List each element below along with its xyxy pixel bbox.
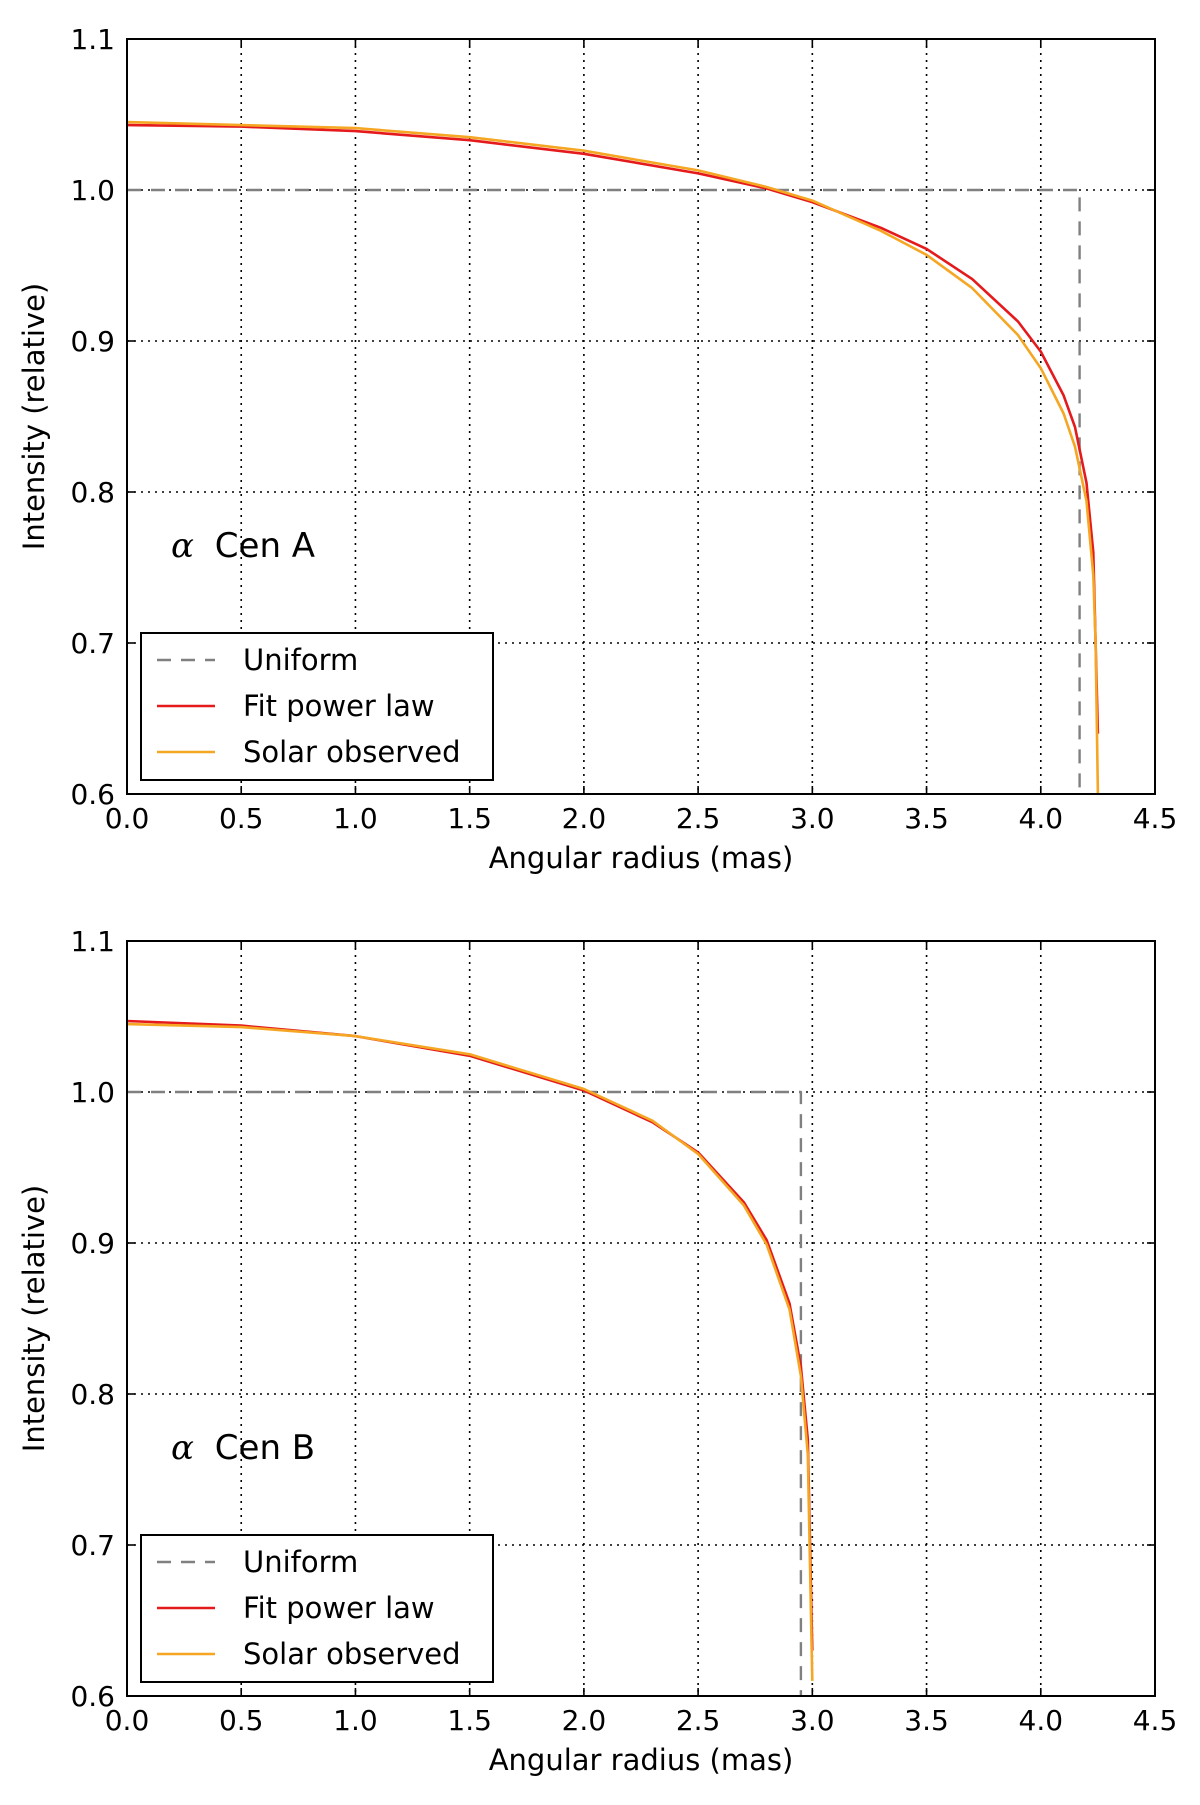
y-tick-label: 0.6 xyxy=(70,1680,115,1713)
y-tick-label: 0.8 xyxy=(70,1378,115,1411)
x-tick-label: 3.0 xyxy=(790,1704,835,1737)
star-annotation: α Cen B xyxy=(171,1428,315,1468)
x-tick-label: 4.0 xyxy=(1019,1704,1064,1737)
x-tick-label: 2.0 xyxy=(562,1704,607,1737)
series-line-uniform xyxy=(127,188,1081,794)
legend-label-fit-power-law: Fit power law xyxy=(243,689,435,723)
axes-frame xyxy=(126,38,1156,795)
y-tick-labels: 0.6 0.7 0.8 0.9 1.0 1.1 xyxy=(70,925,115,1713)
series-line-fit-power-law xyxy=(126,123,1100,734)
series-line-solar-observed xyxy=(126,120,1100,795)
y-tick-label: 1.0 xyxy=(70,1076,115,1109)
x-tick-label: 0.5 xyxy=(219,1704,264,1737)
x-tick-label: 4.0 xyxy=(1019,802,1064,835)
legend: Uniform Fit power law Solar observed xyxy=(140,632,494,781)
y-axis-label: Intensity (relative) xyxy=(17,1185,51,1452)
panel-a: 0.0 0.5 1.0 1.5 2.0 2.5 3.0 3.5 4.0 4.5 0.6 0.7 0.8… xyxy=(17,23,1177,875)
x-tick-label: 0.0 xyxy=(105,1704,150,1737)
x-tick-label: 3.5 xyxy=(904,802,949,835)
legend-label-solar-observed: Solar observed xyxy=(243,735,461,769)
star-name: Cen B xyxy=(215,1428,315,1468)
y-tick-label: 0.6 xyxy=(70,778,115,811)
x-tick-label: 4.5 xyxy=(1133,802,1178,835)
alpha-symbol: α xyxy=(171,526,194,566)
star-name: Cen A xyxy=(215,526,315,566)
x-tick-label: 4.5 xyxy=(1133,1704,1178,1737)
x-tick-label: 1.5 xyxy=(447,1704,492,1737)
x-tick-label: 2.5 xyxy=(676,1704,721,1737)
x-tick-labels: 0.0 0.5 1.0 1.5 2.0 2.5 3.0 3.5 4.0 4.5 xyxy=(105,802,1178,835)
legend: Uniform Fit power law Solar observed xyxy=(140,1534,494,1683)
legend-label-fit-power-law: Fit power law xyxy=(243,1591,435,1625)
x-axis-label: Angular radius (mas) xyxy=(489,841,794,875)
y-tick-label: 0.9 xyxy=(70,1227,115,1260)
y-tick-label: 1.1 xyxy=(70,23,115,56)
panel-b: 0.0 0.5 1.0 1.5 2.0 2.5 3.0 3.5 4.0 4.5 0.6 0.7 0.8… xyxy=(17,925,1177,1777)
y-tick-label: 1.1 xyxy=(70,925,115,958)
series-line-uniform xyxy=(127,1090,803,1696)
y-tick-label: 1.0 xyxy=(70,174,115,207)
series-line-solar-observed xyxy=(126,1022,814,1681)
y-tick-labels: 0.6 0.7 0.8 0.9 1.0 1.1 xyxy=(70,23,115,811)
y-tick-label: 0.8 xyxy=(70,476,115,509)
x-tick-label: 3.5 xyxy=(904,1704,949,1737)
x-tick-label: 3.0 xyxy=(790,802,835,835)
x-tick-labels: 0.0 0.5 1.0 1.5 2.0 2.5 3.0 3.5 4.0 4.5 xyxy=(105,1704,1178,1737)
x-tick-label: 1.0 xyxy=(333,1704,378,1737)
axes-frame xyxy=(126,940,1156,1697)
legend-label-uniform: Uniform xyxy=(243,643,358,677)
x-tick-label: 2.5 xyxy=(676,802,721,835)
legend-label-uniform: Uniform xyxy=(243,1545,358,1579)
y-tick-label: 0.7 xyxy=(70,627,115,660)
x-axis-label: Angular radius (mas) xyxy=(489,1743,794,1777)
y-axis-label: Intensity (relative) xyxy=(17,283,51,550)
x-tick-label: 1.5 xyxy=(447,802,492,835)
y-tick-label: 0.7 xyxy=(70,1529,115,1562)
x-tick-label: 0.5 xyxy=(219,802,264,835)
legend-label-solar-observed: Solar observed xyxy=(243,1637,461,1671)
x-tick-label: 0.0 xyxy=(105,802,150,835)
alpha-symbol: α xyxy=(171,1428,194,1468)
x-tick-label: 1.0 xyxy=(333,802,378,835)
x-tick-label: 2.0 xyxy=(562,802,607,835)
star-annotation: α Cen A xyxy=(171,526,315,566)
y-tick-label: 0.9 xyxy=(70,325,115,358)
